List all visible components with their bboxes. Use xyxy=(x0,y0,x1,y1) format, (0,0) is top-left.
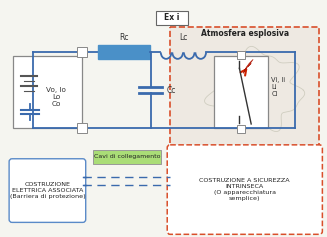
Bar xyxy=(237,125,245,133)
Bar xyxy=(237,51,245,59)
Text: Cc: Cc xyxy=(166,86,176,95)
Text: Vo, Io
Lo
Co: Vo, Io Lo Co xyxy=(46,87,66,107)
Bar xyxy=(156,11,188,25)
Text: Ex i: Ex i xyxy=(164,13,180,22)
Bar xyxy=(93,150,161,164)
Text: COSTRUZIONE A SICUREZZA
INTRINSECA
(O apparecchiatura
semplice): COSTRUZIONE A SICUREZZA INTRINSECA (O ap… xyxy=(199,178,290,201)
Bar xyxy=(98,46,149,59)
FancyBboxPatch shape xyxy=(167,145,322,234)
Text: Cavi di collegamento: Cavi di collegamento xyxy=(94,154,160,159)
Bar xyxy=(77,47,87,57)
Bar xyxy=(170,27,319,148)
Bar xyxy=(77,123,87,133)
Text: Rc: Rc xyxy=(119,33,129,42)
FancyBboxPatch shape xyxy=(9,159,86,222)
Bar xyxy=(13,56,82,128)
Bar xyxy=(215,56,268,128)
Polygon shape xyxy=(243,59,253,73)
Text: Lc: Lc xyxy=(179,33,188,42)
Text: COSTRUZIONE
ELETTRICA ASSOCIATA
(Barriera di protezione): COSTRUZIONE ELETTRICA ASSOCIATA (Barrier… xyxy=(9,182,85,199)
Text: Atmosfera esplosiva: Atmosfera esplosiva xyxy=(201,29,289,38)
Text: Vi, Ii
Li
Ci: Vi, Ii Li Ci xyxy=(271,77,285,97)
